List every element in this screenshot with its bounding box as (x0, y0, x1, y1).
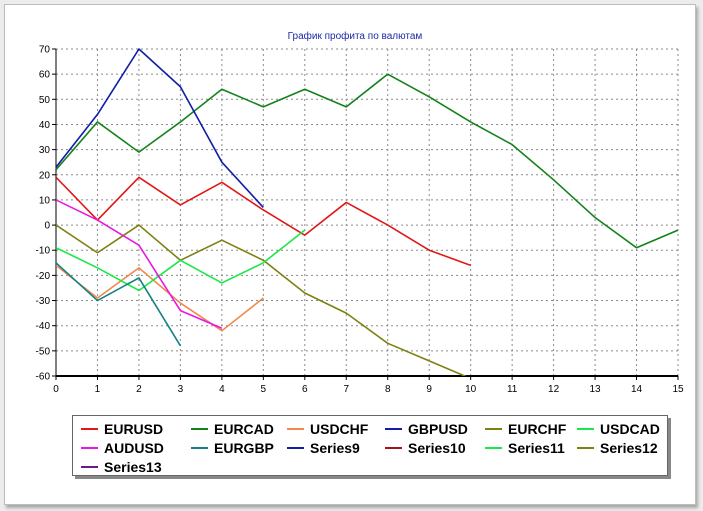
series-lines (56, 48, 679, 376)
legend-swatch (81, 428, 98, 431)
legend-item-gbpusd: GBPUSD (385, 420, 468, 438)
y-tick-label: 30 (39, 145, 51, 156)
legend-swatch (191, 428, 208, 431)
x-tick-label: 15 (672, 384, 684, 395)
legend-item-usdcad: USDCAD (577, 420, 660, 438)
series-line-gbpusd (56, 48, 264, 209)
y-tick-label: 60 (39, 70, 51, 81)
y-tick-label: 20 (39, 170, 51, 181)
legend-swatch (577, 428, 594, 431)
legend-swatch (485, 447, 502, 450)
y-tick-label: -10 (36, 246, 51, 257)
axes (52, 48, 679, 380)
legend-label: EURCAD (214, 421, 274, 437)
series-line-eurgbp (56, 262, 182, 347)
series-line-usdcad (56, 229, 306, 292)
x-tick-label: 11 (507, 384, 518, 395)
series-line-usdchf (56, 264, 264, 332)
legend-label: EURUSD (104, 421, 164, 437)
legend-label: USDCAD (600, 421, 660, 437)
series-line-eurcad (56, 73, 679, 249)
x-tick-label: 6 (302, 384, 308, 395)
y-tick-label: 40 (39, 120, 51, 131)
legend-item-series12: Series12 (577, 439, 658, 457)
legend-label: USDCHF (310, 421, 369, 437)
legend-label: EURCHF (508, 421, 567, 437)
legend-label: GBPUSD (408, 421, 468, 437)
legend-item-eurchf: EURCHF (485, 420, 566, 438)
x-tick-label: 9 (426, 384, 432, 395)
y-tick-label: 10 (39, 195, 51, 206)
legend-swatch (485, 428, 502, 431)
y-tick-label: 50 (39, 95, 51, 106)
legend-swatch (81, 466, 98, 469)
legend-item-usdchf: USDCHF (287, 420, 368, 438)
x-tick-label: 8 (385, 384, 391, 395)
legend-item-audusd: AUDUSD (81, 439, 164, 457)
legend-item-series10: Series10 (385, 439, 466, 457)
tick-labels: 0 1 2 3 4 5 6 7 8 9 10 11 12 13 14 15706050403020100-10… (36, 45, 684, 396)
y-tick-label: 0 (44, 221, 50, 232)
y-tick-label: -60 (36, 372, 51, 383)
x-tick-label: 10 (465, 384, 477, 395)
x-tick-label: 5 (261, 384, 267, 395)
chart-title: График профита по валютам (288, 30, 423, 42)
x-tick-label: 12 (548, 384, 560, 395)
series-line-audusd (56, 199, 223, 329)
legend-swatch (577, 447, 594, 450)
y-tick-label: -20 (36, 271, 51, 282)
x-tick-label: 14 (631, 384, 643, 395)
y-tick-label: 70 (39, 45, 51, 56)
legend-item-series11: Series11 (485, 439, 565, 457)
legend-label: Series13 (104, 459, 162, 475)
x-tick-label: 3 (178, 384, 184, 395)
series-line-eurchf (56, 224, 467, 376)
legend-item-eurgbp: EURGBP (191, 439, 274, 457)
legend-label: Series10 (408, 440, 466, 456)
legend-label: AUDUSD (104, 440, 164, 456)
y-tick-label: -50 (36, 346, 51, 357)
y-tick-label: -40 (36, 321, 51, 332)
x-tick-label: 2 (136, 384, 142, 395)
grid (56, 48, 679, 376)
x-tick-label: 1 (95, 384, 101, 395)
y-tick-label: -30 (36, 296, 51, 307)
legend-item-eurcad: EURCAD (191, 420, 274, 438)
legend-label: Series11 (508, 440, 565, 456)
legend-swatch (81, 447, 98, 450)
legend-item-eurusd: EURUSD (81, 420, 163, 438)
legend: EURUSD EURCAD USDCHF GBPUSD EURCHF USDCAD AUDU… (72, 415, 668, 476)
x-tick-label: 0 (53, 384, 59, 395)
legend-swatch (191, 447, 208, 450)
legend-label: EURGBP (214, 440, 274, 456)
legend-item-series13: Series13 (81, 458, 162, 476)
legend-swatch (385, 428, 402, 431)
x-tick-label: 13 (590, 384, 602, 395)
x-tick-label: 7 (343, 384, 349, 395)
legend-swatch (287, 447, 304, 450)
series-line-eurusd (56, 176, 471, 267)
legend-swatch (287, 428, 304, 431)
legend-label: Series12 (600, 440, 658, 456)
x-tick-label: 4 (219, 384, 225, 395)
legend-item-series9: Series9 (287, 439, 360, 457)
legend-label: Series9 (310, 440, 360, 456)
legend-swatch (385, 447, 402, 450)
